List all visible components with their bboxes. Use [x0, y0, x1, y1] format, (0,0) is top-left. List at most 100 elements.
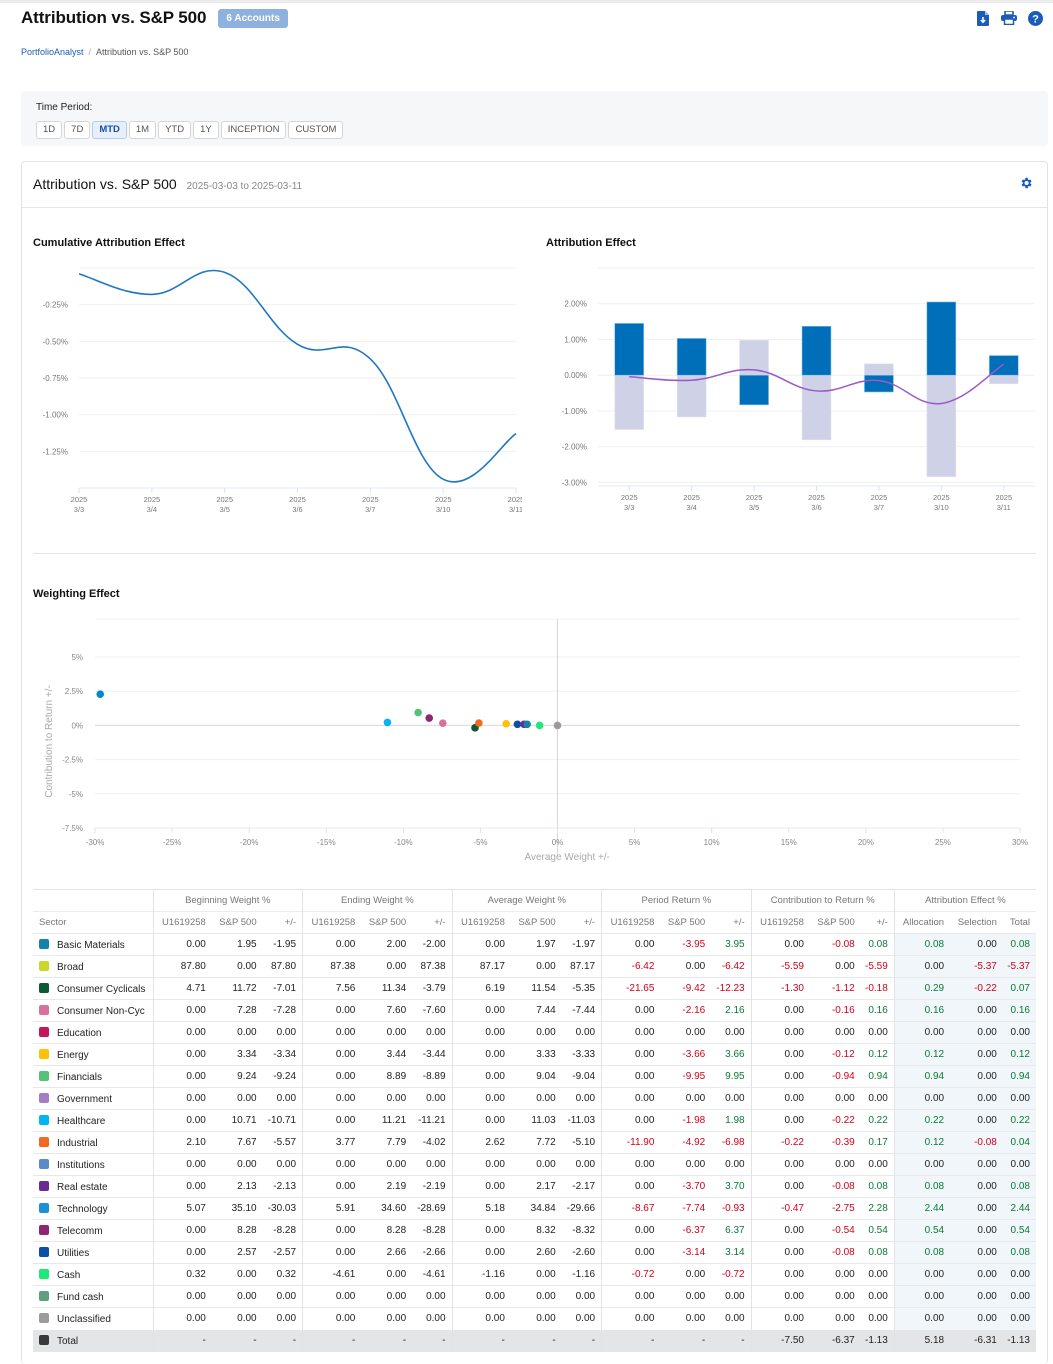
allocation-bar — [676, 338, 707, 376]
column-header[interactable]: S&P 500 — [510, 911, 562, 934]
column-header[interactable]: S&P 500 — [361, 911, 413, 934]
help-icon[interactable]: ? — [1027, 10, 1043, 26]
value-cell: 8.89 — [361, 1065, 413, 1088]
period-button-inception[interactable]: INCEPTION — [220, 121, 287, 139]
value-cell: 0.00 — [660, 1307, 712, 1330]
scatter-point-cash — [535, 721, 544, 730]
weighting-effect-chart: 5% 2.5% 0% -2.5% -5% -7.5%-30% -25% -20% -15% -10… — [44, 618, 1028, 863]
value-cell: 6.19 — [451, 977, 511, 1000]
column-header[interactable]: U1619258 — [750, 911, 810, 934]
value-cell: -9.42 — [660, 977, 712, 1000]
x-tick-label-date: 3/7 — [874, 503, 884, 512]
value-cell: 7.60 — [361, 999, 413, 1022]
value-cell: 2.13 — [211, 1175, 263, 1198]
x-tick-label-date: 3/7 — [365, 505, 375, 514]
x-tick-label-year: 2025 — [289, 495, 306, 504]
value-cell: -6.42 — [601, 955, 661, 978]
period-button-1m[interactable]: 1M — [128, 121, 157, 139]
sector-color-swatch — [39, 1004, 49, 1015]
value-cell: 0.07 — [1002, 977, 1036, 1000]
value-cell: -3.14 — [660, 1241, 712, 1264]
group-header: Contribution to Return % — [750, 889, 895, 912]
column-header[interactable]: +/- — [711, 911, 752, 934]
value-cell: -1.16 — [561, 1263, 602, 1286]
value-cell: 9.04 — [510, 1065, 562, 1088]
sector-color-swatch — [39, 1092, 49, 1103]
column-header[interactable]: +/- — [860, 911, 895, 934]
value-cell: 5.07 — [152, 1197, 212, 1220]
value-cell: -0.72 — [601, 1263, 661, 1286]
period-button-custom[interactable]: CUSTOM — [288, 121, 344, 139]
column-header[interactable]: +/- — [262, 911, 303, 934]
sector-name: Healthcare — [57, 1115, 106, 1127]
value-cell: 3.44 — [361, 1043, 413, 1066]
column-header[interactable]: U1619258 — [302, 911, 362, 934]
column-header-sector[interactable]: Sector — [33, 911, 153, 934]
value-cell: -8.89 — [412, 1065, 453, 1088]
value-cell: 3.34 — [211, 1043, 263, 1066]
x-tick-label: 25% — [935, 838, 951, 847]
value-cell: 5.91 — [302, 1197, 362, 1220]
table-row: Unclassified 0.00 0.00 0.00 0.00 0.00 0.00 0.00… — [33, 1307, 1036, 1330]
value-cell: 0.16 — [1002, 999, 1036, 1022]
column-header[interactable]: Allocation — [893, 911, 951, 934]
value-cell: 0.00 — [152, 1285, 212, 1308]
value-cell: 0.00 — [412, 1153, 453, 1176]
value-cell: 0.00 — [750, 1109, 810, 1132]
value-cell: -0.08 — [809, 1175, 861, 1198]
scatter-point-healthcare — [383, 718, 392, 727]
accounts-badge[interactable]: 6 Accounts — [218, 8, 288, 28]
x-tick-label: 0% — [552, 838, 564, 847]
settings-gear-icon[interactable] — [1019, 176, 1033, 195]
print-icon[interactable] — [1001, 10, 1017, 26]
value-cell: - — [601, 1329, 661, 1352]
value-cell: 2.60 — [510, 1241, 562, 1264]
x-tick-label-date: 3/6 — [811, 503, 821, 512]
sector-name: Consumer Cyclicals — [57, 983, 146, 995]
column-header[interactable]: S&P 500 — [660, 911, 712, 934]
value-cell: - — [451, 1329, 511, 1352]
selection-bar — [676, 374, 707, 418]
value-cell: 0.00 — [211, 1307, 263, 1330]
y-tick-label: 2.5% — [65, 687, 83, 696]
column-header[interactable]: S&P 500 — [809, 911, 861, 934]
column-header[interactable]: U1619258 — [601, 911, 661, 934]
group-header: Average Weight % — [451, 889, 602, 912]
period-button-1y[interactable]: 1Y — [193, 121, 219, 139]
table-row: Cash 0.32 0.00 0.32 -4.61 0.00 -4.61 -1.16 0.00-… — [33, 1263, 1036, 1286]
value-cell: 0.00 — [302, 1241, 362, 1264]
value-cell: 11.21 — [361, 1109, 413, 1132]
x-tick-label-year: 2025 — [71, 495, 88, 504]
value-cell: 0.00 — [809, 1285, 861, 1308]
period-button-7d[interactable]: 7D — [64, 121, 91, 139]
value-cell: 0.00 — [152, 1219, 212, 1242]
column-header[interactable]: Selection — [950, 911, 1003, 934]
x-tick-label-date: 3/5 — [219, 505, 229, 514]
period-button-ytd[interactable]: YTD — [158, 121, 192, 139]
value-cell: -1.13 — [1002, 1329, 1036, 1352]
value-cell: 0.00 — [950, 933, 1003, 956]
column-header[interactable]: +/- — [561, 911, 602, 934]
value-cell: 0.00 — [302, 1285, 362, 1308]
column-header[interactable]: Total — [1002, 911, 1036, 934]
period-button-mtd[interactable]: MTD — [92, 121, 127, 139]
scatter-point-financials — [414, 708, 422, 717]
sector-name: Energy — [57, 1049, 89, 1061]
value-cell: -4.61 — [302, 1263, 362, 1286]
column-header[interactable]: U1619258 — [152, 911, 212, 934]
column-header[interactable]: U1619258 — [451, 911, 511, 934]
column-header[interactable]: +/- — [412, 911, 453, 934]
breadcrumb-root-link[interactable]: PortfolioAnalyst — [21, 47, 84, 57]
sector-cell: Industrial — [33, 1131, 153, 1154]
header-actions: ? — [975, 10, 1043, 26]
period-button-1d[interactable]: 1D — [36, 121, 63, 139]
allocation-bar — [739, 374, 769, 406]
table-row: Healthcare 0.00 10.71 -10.71 0.00 11.21 -11.21… — [33, 1109, 1036, 1132]
download-icon[interactable] — [975, 10, 991, 26]
y-axis-label: Contribution to Return +/- — [44, 685, 55, 798]
value-cell: 35.10 — [211, 1197, 263, 1220]
value-cell: 0.00 — [601, 1065, 661, 1088]
value-cell: 0.00 — [412, 1285, 453, 1308]
value-cell: 0.00 — [152, 1065, 212, 1088]
column-header[interactable]: S&P 500 — [211, 911, 263, 934]
